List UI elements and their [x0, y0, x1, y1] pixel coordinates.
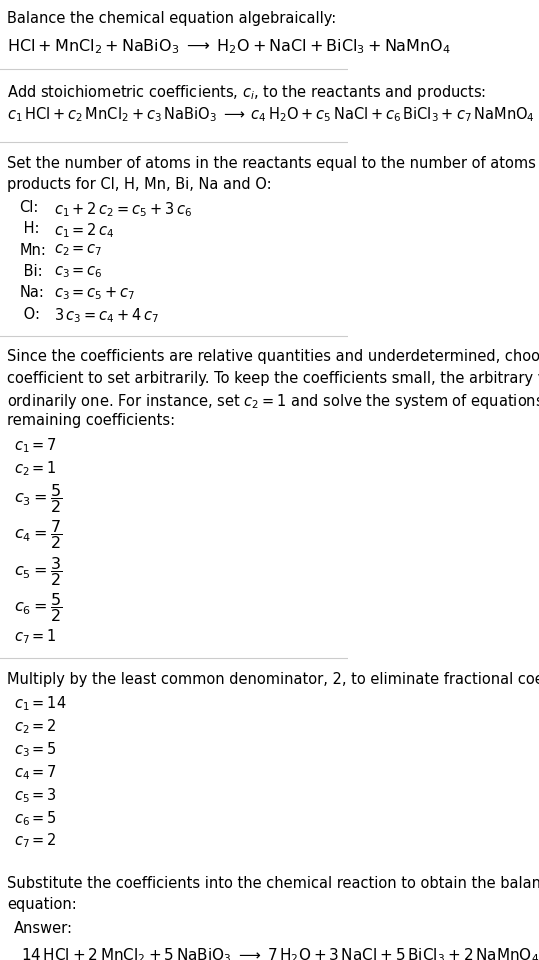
Text: Bi:: Bi: — [19, 264, 43, 279]
Text: Cl:: Cl: — [19, 200, 38, 215]
Text: $c_1 = 14$: $c_1 = 14$ — [14, 695, 67, 713]
Text: $c_3 = c_5 + c_7$: $c_3 = c_5 + c_7$ — [54, 285, 135, 302]
Text: products for Cl, H, Mn, Bi, Na and O:: products for Cl, H, Mn, Bi, Na and O: — [7, 178, 272, 192]
Text: O:: O: — [19, 306, 40, 322]
Text: $14\,\mathrm{HCl} + 2\,\mathrm{MnCl_2} + 5\,\mathrm{NaBiO_3} \;\longrightarrow\;: $14\,\mathrm{HCl} + 2\,\mathrm{MnCl_2} +… — [21, 947, 539, 960]
Text: $c_7 = 2$: $c_7 = 2$ — [14, 831, 57, 851]
Text: $c_2 = 1$: $c_2 = 1$ — [14, 459, 57, 477]
FancyBboxPatch shape — [0, 907, 348, 960]
Text: Balance the chemical equation algebraically:: Balance the chemical equation algebraica… — [7, 12, 336, 27]
Text: $c_4 = 7$: $c_4 = 7$ — [14, 763, 57, 781]
Text: Add stoichiometric coefficients, $c_i$, to the reactants and products:: Add stoichiometric coefficients, $c_i$, … — [7, 83, 486, 102]
Text: $c_6 = \dfrac{5}{2}$: $c_6 = \dfrac{5}{2}$ — [14, 591, 62, 624]
Text: $c_2 = 2$: $c_2 = 2$ — [14, 717, 57, 736]
Text: $c_1 = 7$: $c_1 = 7$ — [14, 436, 57, 455]
Text: Answer:: Answer: — [14, 922, 73, 937]
Text: $c_6 = 5$: $c_6 = 5$ — [14, 809, 57, 828]
Text: Multiply by the least common denominator, 2, to eliminate fractional coefficient: Multiply by the least common denominator… — [7, 672, 539, 687]
Text: $c_5 = \dfrac{3}{2}$: $c_5 = \dfrac{3}{2}$ — [14, 555, 62, 588]
Text: $c_1 = 2\,c_4$: $c_1 = 2\,c_4$ — [54, 222, 115, 240]
Text: $c_1 + 2\,c_2 = c_5 + 3\,c_6$: $c_1 + 2\,c_2 = c_5 + 3\,c_6$ — [54, 200, 192, 219]
Text: $3\,c_3 = c_4 + 4\,c_7$: $3\,c_3 = c_4 + 4\,c_7$ — [54, 306, 159, 325]
Text: H:: H: — [19, 222, 40, 236]
Text: Mn:: Mn: — [19, 243, 46, 257]
Text: $c_2 = c_7$: $c_2 = c_7$ — [54, 243, 102, 258]
Text: ordinarily one. For instance, set $c_2 = 1$ and solve the system of equations fo: ordinarily one. For instance, set $c_2 =… — [7, 392, 539, 411]
Text: equation:: equation: — [7, 898, 77, 912]
Text: $\mathrm{HCl + MnCl_2 + NaBiO_3 \;\longrightarrow\; H_2O + NaCl + BiCl_3 + NaMnO: $\mathrm{HCl + MnCl_2 + NaBiO_3 \;\longr… — [7, 37, 451, 56]
Text: $c_4 = \dfrac{7}{2}$: $c_4 = \dfrac{7}{2}$ — [14, 518, 62, 551]
Text: remaining coefficients:: remaining coefficients: — [7, 413, 175, 428]
Text: Na:: Na: — [19, 285, 44, 300]
Text: $c_3 = c_6$: $c_3 = c_6$ — [54, 264, 103, 279]
Text: coefficient to set arbitrarily. To keep the coefficients small, the arbitrary va: coefficient to set arbitrarily. To keep … — [7, 371, 539, 386]
Text: Substitute the coefficients into the chemical reaction to obtain the balanced: Substitute the coefficients into the che… — [7, 876, 539, 891]
Text: $c_7 = 1$: $c_7 = 1$ — [14, 628, 57, 646]
Text: Since the coefficients are relative quantities and underdetermined, choose a: Since the coefficients are relative quan… — [7, 349, 539, 364]
Text: $c_1\,\mathrm{HCl} + c_2\,\mathrm{MnCl_2} + c_3\,\mathrm{NaBiO_3} \;\longrightar: $c_1\,\mathrm{HCl} + c_2\,\mathrm{MnCl_2… — [7, 106, 535, 125]
Text: Set the number of atoms in the reactants equal to the number of atoms in the: Set the number of atoms in the reactants… — [7, 156, 539, 171]
Text: $c_3 = 5$: $c_3 = 5$ — [14, 740, 57, 759]
Text: $c_3 = \dfrac{5}{2}$: $c_3 = \dfrac{5}{2}$ — [14, 482, 62, 515]
Text: $c_5 = 3$: $c_5 = 3$ — [14, 786, 57, 804]
